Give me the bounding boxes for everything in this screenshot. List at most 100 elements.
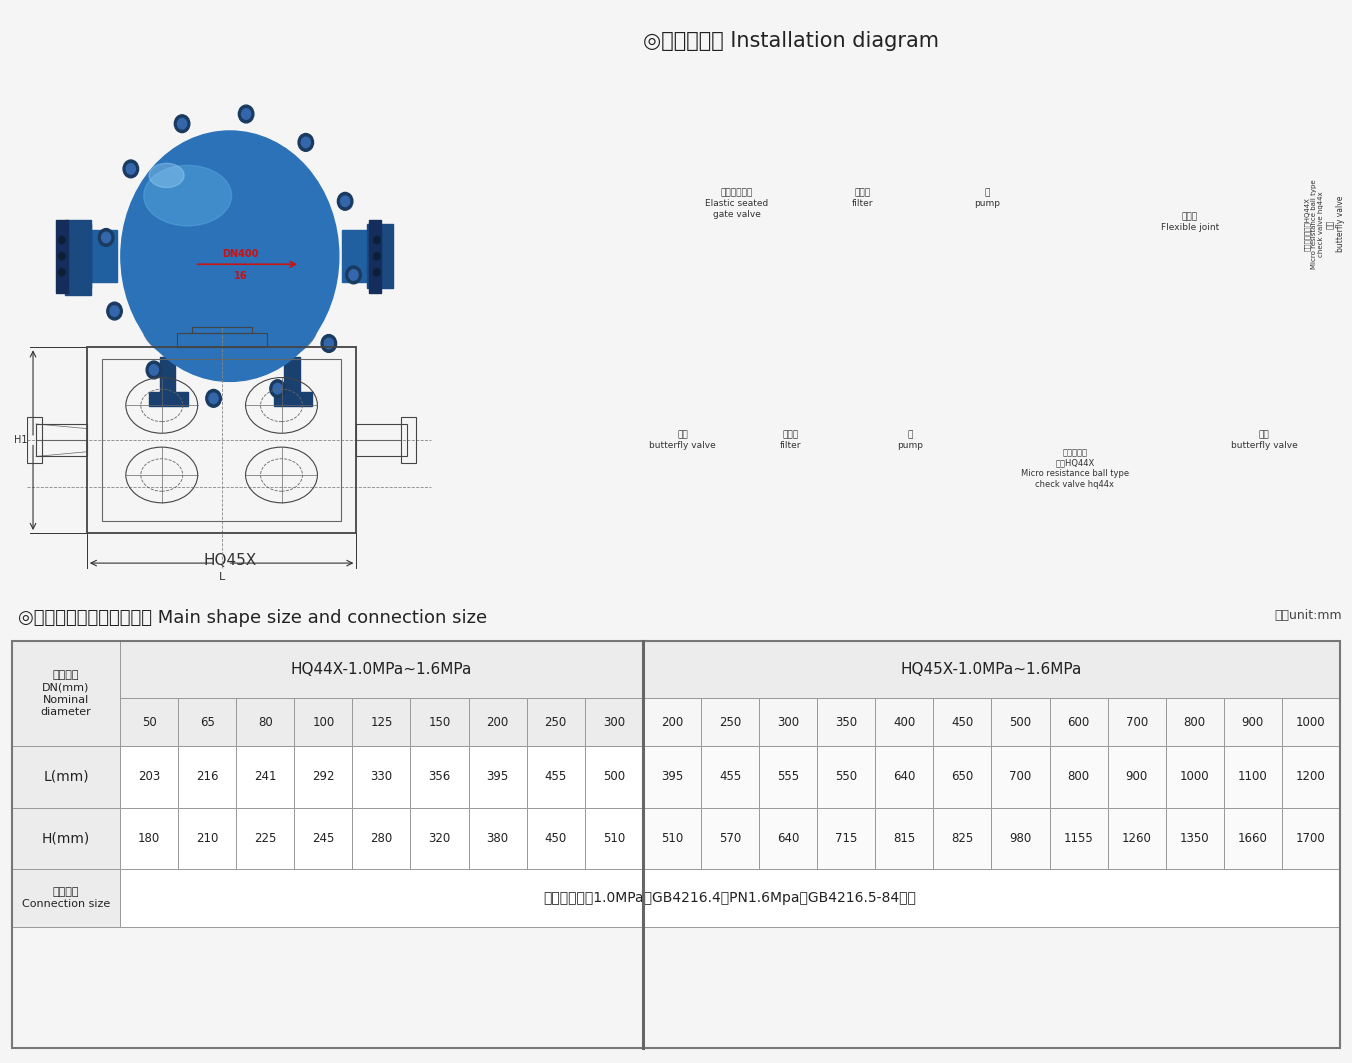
Text: 225: 225 xyxy=(254,832,276,845)
Bar xyxy=(1282,808,1340,870)
Bar xyxy=(700,698,758,746)
Bar xyxy=(12,641,120,746)
Text: H(mm): H(mm) xyxy=(42,831,91,845)
Circle shape xyxy=(238,105,254,123)
Circle shape xyxy=(373,253,380,259)
Bar xyxy=(817,698,875,746)
Bar xyxy=(12,746,120,808)
Bar xyxy=(1165,746,1224,808)
Text: 800: 800 xyxy=(1184,715,1206,728)
Text: 连接尺寸
Connection size: 连接尺寸 Connection size xyxy=(22,887,110,909)
Circle shape xyxy=(341,196,350,206)
Circle shape xyxy=(373,236,380,243)
Text: L: L xyxy=(219,572,224,583)
Bar xyxy=(65,220,91,283)
Text: 1100: 1100 xyxy=(1238,771,1268,783)
Bar xyxy=(1224,808,1282,870)
Bar xyxy=(1107,808,1165,870)
Bar xyxy=(642,808,700,870)
Bar xyxy=(817,808,875,870)
Text: 356: 356 xyxy=(429,771,450,783)
Circle shape xyxy=(338,192,353,210)
Bar xyxy=(1282,746,1340,808)
Circle shape xyxy=(146,361,162,378)
Bar xyxy=(1049,746,1107,808)
Bar xyxy=(237,746,295,808)
Bar xyxy=(1224,698,1282,746)
Bar xyxy=(469,698,527,746)
Text: 125: 125 xyxy=(370,715,392,728)
Bar xyxy=(991,808,1049,870)
Text: 泵
pump: 泵 pump xyxy=(896,431,923,450)
Text: 980: 980 xyxy=(1010,832,1032,845)
Bar xyxy=(933,698,991,746)
Bar xyxy=(933,808,991,870)
Bar xyxy=(342,230,370,283)
Bar xyxy=(1049,698,1107,746)
Bar xyxy=(120,746,178,808)
Text: HQ44X-1.0MPa~1.6MPa: HQ44X-1.0MPa~1.6MPa xyxy=(291,662,472,677)
Bar xyxy=(177,334,266,348)
Text: 微阻球形式
止回HQ44X
Micro resistance ball type
check valve hq44x: 微阻球形式 止回HQ44X Micro resistance ball type… xyxy=(1021,449,1129,489)
Bar xyxy=(700,746,758,808)
Text: 320: 320 xyxy=(429,832,450,845)
Ellipse shape xyxy=(149,164,184,187)
Circle shape xyxy=(110,306,119,317)
Text: 500: 500 xyxy=(1010,715,1032,728)
Text: 蝶阀
butterfly valve: 蝶阀 butterfly valve xyxy=(1230,431,1298,450)
Text: 700: 700 xyxy=(1126,715,1148,728)
Bar xyxy=(411,746,469,808)
Circle shape xyxy=(58,269,65,276)
Text: 1000: 1000 xyxy=(1180,771,1210,783)
Bar xyxy=(65,232,91,294)
Circle shape xyxy=(120,131,339,382)
Text: 210: 210 xyxy=(196,832,218,845)
Bar xyxy=(411,698,469,746)
Bar xyxy=(469,746,527,808)
Text: 450: 450 xyxy=(545,832,566,845)
Text: 泵
pump: 泵 pump xyxy=(973,189,1000,208)
Bar xyxy=(353,698,411,746)
Text: 软接头
Flexible joint: 软接头 Flexible joint xyxy=(1160,213,1220,232)
Circle shape xyxy=(242,108,250,119)
Text: 640: 640 xyxy=(894,771,915,783)
Circle shape xyxy=(210,393,218,404)
Text: H1: H1 xyxy=(14,435,27,445)
Circle shape xyxy=(322,335,337,352)
Bar xyxy=(55,220,68,292)
Circle shape xyxy=(301,137,311,148)
Bar xyxy=(192,326,251,334)
Text: 200: 200 xyxy=(661,715,683,728)
Bar xyxy=(875,746,933,808)
Ellipse shape xyxy=(142,281,318,369)
Circle shape xyxy=(206,389,222,407)
Bar xyxy=(237,698,295,746)
Text: 600: 600 xyxy=(1068,715,1090,728)
Bar xyxy=(12,808,120,870)
Bar xyxy=(178,808,237,870)
Bar xyxy=(1165,698,1224,746)
Text: 330: 330 xyxy=(370,771,392,783)
Text: 250: 250 xyxy=(545,715,566,728)
Bar xyxy=(1224,746,1282,808)
Text: 16: 16 xyxy=(234,271,247,282)
Text: L(mm): L(mm) xyxy=(43,770,89,783)
Text: 395: 395 xyxy=(661,771,683,783)
Text: 510: 510 xyxy=(661,832,683,845)
Bar xyxy=(875,698,933,746)
Bar xyxy=(991,746,1049,808)
Text: 350: 350 xyxy=(836,715,857,728)
Text: HQ45X: HQ45X xyxy=(203,553,257,568)
Text: 280: 280 xyxy=(370,832,392,845)
Bar xyxy=(178,698,237,746)
Bar xyxy=(1049,808,1107,870)
Bar xyxy=(101,359,341,521)
Bar xyxy=(411,808,469,870)
Bar xyxy=(237,808,295,870)
Bar xyxy=(758,698,817,746)
Bar xyxy=(27,417,42,463)
Circle shape xyxy=(123,161,138,178)
Bar xyxy=(527,808,585,870)
Bar xyxy=(178,746,237,808)
Text: 蝶阀
butterfly valve: 蝶阀 butterfly valve xyxy=(649,431,717,450)
